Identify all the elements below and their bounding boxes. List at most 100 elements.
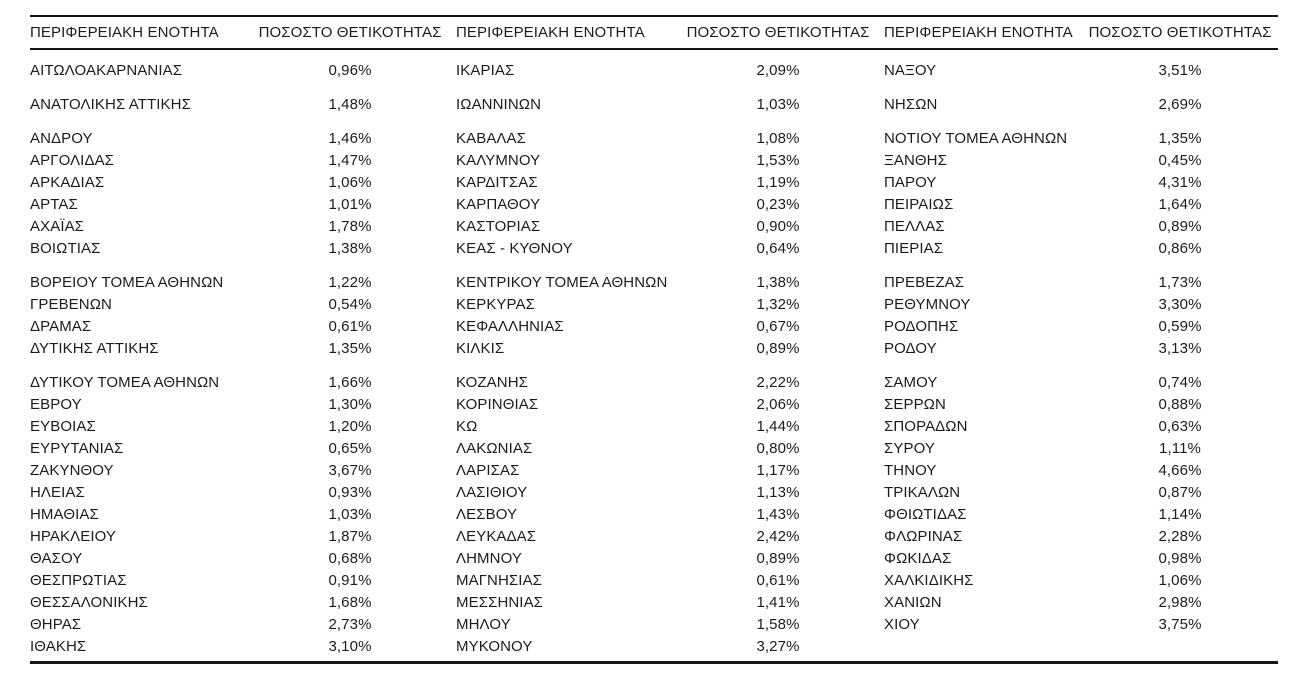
positivity-value-cell: 1,87% [328, 527, 372, 545]
positivity-value-cell: 1,11% [1159, 439, 1201, 457]
table-row: ΑΡΚΑΔΙΑΣ 1,06% ΚΑΡΔΙΤΣΑΣ 1,19% ΠΑΡΟΥ 4,31% [30, 171, 1278, 193]
region-name-cell: ΖΑΚΥΝΘΟΥ [30, 461, 114, 479]
positivity-value-cell: 3,10% [328, 637, 372, 655]
column-header-region-3: ΠΕΡΙΦΕΡΕΙΑΚΗ ΕΝΟΤΗΤΑ [884, 24, 1073, 41]
region-name-cell: ΤΗΝΟΥ [884, 461, 937, 479]
positivity-value-cell: 1,06% [328, 173, 372, 191]
positivity-table: ΠΕΡΙΦΕΡΕΙΑΚΗ ΕΝΟΤΗΤΑ ΠΟΣΟΣΤΟ ΘΕΤΙΚΟΤΗΤΑΣ… [30, 15, 1278, 664]
table-row: ΔΡΑΜΑΣ 0,61% ΚΕΦΑΛΛΗΝΙΑΣ 0,67% ΡΟΔΟΠΗΣ 0,59% [30, 315, 1278, 337]
column-header-positivity-2: ΠΟΣΟΣΤΟ ΘΕΤΙΚΟΤΗΤΑΣ [686, 24, 870, 41]
positivity-value-cell: 1,41% [756, 593, 800, 611]
table-row: ΗΛΕΙΑΣ 0,93% ΛΑΣΙΘΙΟΥ 1,13% ΤΡΙΚΑΛΩΝ 0,87% [30, 481, 1278, 503]
positivity-value-cell: 2,98% [1158, 593, 1202, 611]
region-name-cell: ΔΡΑΜΑΣ [30, 317, 92, 335]
positivity-value-cell: 3,13% [1158, 339, 1202, 357]
positivity-value-cell: 2,42% [756, 527, 800, 545]
region-name-cell: ΕΥΡΥΤΑΝΙΑΣ [30, 439, 124, 457]
positivity-value-cell: 0,86% [1158, 239, 1202, 257]
positivity-value-cell: 0,23% [756, 195, 800, 213]
column-header-positivity-3: ΠΟΣΟΣΤΟ ΘΕΤΙΚΟΤΗΤΑΣ [1088, 24, 1272, 41]
region-name-cell: ΑΡΚΑΔΙΑΣ [30, 173, 105, 191]
region-name-cell: ΜΗΛΟΥ [456, 615, 511, 633]
region-name-cell: ΛΑΚΩΝΙΑΣ [456, 439, 533, 457]
positivity-value-cell: 1,14% [1158, 505, 1202, 523]
region-name-cell: ΣΥΡΟΥ [884, 439, 935, 457]
positivity-value-cell: 4,66% [1158, 461, 1202, 479]
region-name-cell: ΧΙΟΥ [884, 615, 920, 633]
positivity-value-cell: 1,53% [756, 151, 800, 169]
region-name-cell: ΑΧΑΪΑΣ [30, 217, 85, 235]
table-header-row: ΠΕΡΙΦΕΡΕΙΑΚΗ ΕΝΟΤΗΤΑ ΠΟΣΟΣΤΟ ΘΕΤΙΚΟΤΗΤΑΣ… [30, 17, 1278, 48]
region-name-cell: ΚΙΛΚΙΣ [456, 339, 505, 357]
region-name-cell: ΒΟΡΕΙΟΥ ΤΟΜΕΑ ΑΘΗΝΩΝ [30, 273, 224, 291]
positivity-value-cell: 1,78% [328, 217, 372, 235]
region-name-cell: ΜΥΚΟΝΟΥ [456, 637, 533, 655]
region-name-cell: ΚΟΖΑΝΗΣ [456, 373, 529, 391]
positivity-value-cell: 3,75% [1158, 615, 1202, 633]
positivity-value-cell: 0,65% [328, 439, 372, 457]
region-name-cell: ΔΥΤΙΚΗΣ ΑΤΤΙΚΗΣ [30, 339, 159, 357]
region-name-cell: ΝΗΣΩΝ [884, 95, 938, 113]
region-name-cell: ΚΩ [456, 417, 478, 435]
region-name-cell: ΚΑΡΔΙΤΣΑΣ [456, 173, 538, 191]
positivity-value-cell: 1,68% [328, 593, 372, 611]
positivity-value-cell: 1,43% [756, 505, 800, 523]
positivity-value-cell: 3,30% [1158, 295, 1202, 313]
region-name-cell: ΛΕΥΚΑΔΑΣ [456, 527, 537, 545]
positivity-value-cell: 1,03% [756, 95, 800, 113]
table-row: ΔΥΤΙΚΗΣ ΑΤΤΙΚΗΣ 1,35% ΚΙΛΚΙΣ 0,89% ΡΟΔΟΥ 3,13… [30, 337, 1278, 359]
table-row: ΙΘΑΚΗΣ 3,10% ΜΥΚΟΝΟΥ 3,27% [30, 635, 1278, 657]
positivity-value-cell: 0,63% [1158, 417, 1202, 435]
positivity-value-cell: 0,93% [328, 483, 372, 501]
region-name-cell: ΕΥΒΟΙΑΣ [30, 417, 96, 435]
region-name-cell: ΕΒΡΟΥ [30, 395, 82, 413]
table-row: ΑΡΤΑΣ 1,01% ΚΑΡΠΑΘΟΥ 0,23% ΠΕΙΡΑΙΩΣ 1,64% [30, 193, 1278, 215]
region-name-cell: ΧΑΝΙΩΝ [884, 593, 942, 611]
region-name-cell: ΚΕΑΣ - ΚΥΘΝΟΥ [456, 239, 573, 257]
region-name-cell: ΘΑΣΟΥ [30, 549, 83, 567]
region-name-cell: ΚΑΡΠΑΘΟΥ [456, 195, 541, 213]
positivity-value-cell: 1,06% [1158, 571, 1202, 589]
region-name-cell: ΙΘΑΚΗΣ [30, 637, 87, 655]
table-row: ΓΡΕΒΕΝΩΝ 0,54% ΚΕΡΚΥΡΑΣ 1,32% ΡΕΘΥΜΝΟΥ 3,30% [30, 293, 1278, 315]
region-name-cell: ΚΕΡΚΥΡΑΣ [456, 295, 535, 313]
column-header-region-1: ΠΕΡΙΦΕΡΕΙΑΚΗ ΕΝΟΤΗΤΑ [30, 24, 219, 41]
positivity-value-cell: 0,96% [328, 61, 372, 79]
positivity-value-cell: 1,01% [328, 195, 372, 213]
table-header-rule [30, 48, 1278, 50]
positivity-value-cell: 1,20% [328, 417, 372, 435]
positivity-value-cell: 0,45% [1158, 151, 1202, 169]
positivity-value-cell: 2,73% [328, 615, 372, 633]
positivity-value-cell: 1,47% [328, 151, 372, 169]
region-name-cell: ΦΛΩΡΙΝΑΣ [884, 527, 963, 545]
positivity-value-cell: 1,19% [756, 173, 800, 191]
region-name-cell: ΦΘΙΩΤΙΔΑΣ [884, 505, 967, 523]
region-name-cell: ΠΕΛΛΑΣ [884, 217, 945, 235]
positivity-value-cell: 0,59% [1158, 317, 1202, 335]
positivity-value-cell: 1,13% [756, 483, 800, 501]
positivity-value-cell: 0,87% [1158, 483, 1202, 501]
region-name-cell: ΠΕΙΡΑΙΩΣ [884, 195, 954, 213]
table-row: ΔΥΤΙΚΟΥ ΤΟΜΕΑ ΑΘΗΝΩΝ 1,66% ΚΟΖΑΝΗΣ 2,22% ΣΑΜ… [30, 371, 1278, 393]
positivity-value-cell: 0,91% [328, 571, 372, 589]
positivity-value-cell: 2,69% [1158, 95, 1202, 113]
table-row: ΘΕΣΠΡΩΤΙΑΣ 0,91% ΜΑΓΝΗΣΙΑΣ 0,61% ΧΑΛΚΙΔΙΚΗΣ 1… [30, 569, 1278, 591]
positivity-value-cell: 1,48% [328, 95, 372, 113]
region-name-cell: ΛΕΣΒΟΥ [456, 505, 518, 523]
region-name-cell: ΗΡΑΚΛΕΙΟΥ [30, 527, 117, 545]
positivity-value-cell: 0,80% [756, 439, 800, 457]
table-row: ΕΒΡΟΥ 1,30% ΚΟΡΙΝΘΙΑΣ 2,06% ΣΕΡΡΩΝ 0,88% [30, 393, 1278, 415]
region-name-cell: ΑΡΤΑΣ [30, 195, 78, 213]
region-name-cell: ΛΑΡΙΣΑΣ [456, 461, 520, 479]
region-name-cell: ΦΩΚΙΔΑΣ [884, 549, 952, 567]
table-row: ΑΙΤΩΛΟΑΚΑΡΝΑΝΙΑΣ 0,96% ΙΚΑΡΙΑΣ 2,09% ΝΑΞΟΥ 3,… [30, 59, 1278, 81]
table-top-rule [30, 15, 1278, 17]
region-name-cell: ΗΛΕΙΑΣ [30, 483, 85, 501]
positivity-value-cell: 0,89% [1158, 217, 1202, 235]
region-name-cell: ΤΡΙΚΑΛΩΝ [884, 483, 961, 501]
region-name-cell: ΜΑΓΝΗΣΙΑΣ [456, 571, 543, 589]
positivity-value-cell: 0,61% [328, 317, 372, 335]
positivity-value-cell: 1,32% [756, 295, 800, 313]
positivity-value-cell: 0,89% [756, 339, 800, 357]
region-name-cell: ΣΕΡΡΩΝ [884, 395, 946, 413]
